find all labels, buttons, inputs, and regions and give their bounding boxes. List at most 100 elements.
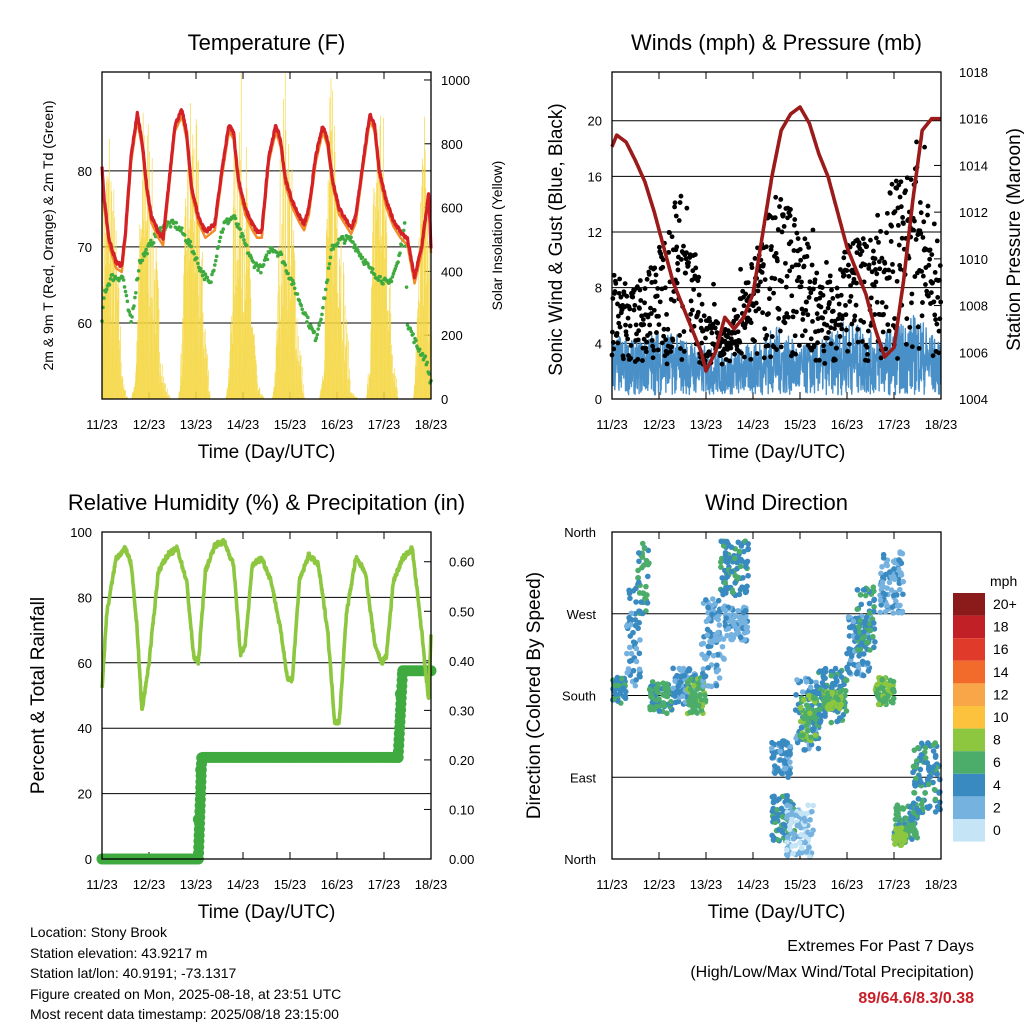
gust-point <box>677 218 682 223</box>
gust-point <box>866 358 871 363</box>
gust-point <box>800 333 805 338</box>
gust-point <box>838 322 843 327</box>
direction-point <box>660 680 666 686</box>
y-tick-label: 80 <box>78 164 92 179</box>
gust-point <box>778 197 783 202</box>
direction-point <box>862 587 868 593</box>
gust-point <box>796 236 801 241</box>
gust-point <box>722 351 727 356</box>
dewpoint-point <box>327 266 331 270</box>
gust-point <box>650 338 655 343</box>
x-tick-label: 16/23 <box>321 417 354 432</box>
direction-point <box>785 834 791 840</box>
gust-point <box>930 280 935 285</box>
gust-point <box>904 342 909 347</box>
direction-point <box>707 639 713 645</box>
gust-point <box>876 240 881 245</box>
direction-point <box>640 541 646 547</box>
gust-point <box>805 312 810 317</box>
y-right-tick-label: 0.20 <box>449 753 474 768</box>
gust-point <box>834 346 839 351</box>
direction-point <box>714 683 720 689</box>
direction-point <box>633 623 639 629</box>
gust-point <box>627 307 632 312</box>
direction-point <box>867 601 873 607</box>
gust-point <box>811 228 816 233</box>
gust-point <box>677 333 682 338</box>
direction-point <box>937 799 943 805</box>
direction-point <box>678 674 684 680</box>
gust-point <box>758 279 763 284</box>
solar-trace <box>302 367 303 399</box>
y-axis-label: 2m & 9m T (Red, Orange) & 2m Td (Green) <box>40 101 56 371</box>
y-tick-label: North <box>564 852 596 867</box>
dewpoint-point <box>286 272 290 276</box>
location-text: Location: Stony Brook <box>30 922 341 943</box>
direction-point <box>624 670 630 676</box>
direction-point <box>890 610 896 616</box>
dewpoint-point <box>292 282 296 286</box>
direction-point <box>784 793 790 799</box>
gust-point <box>927 257 932 262</box>
gust-point <box>738 267 743 272</box>
winds-pressure-panel: Winds (mph) & Pressure (mb)Time (Day/UTC… <box>546 30 1024 463</box>
dewpoint-point <box>217 245 221 249</box>
gust-point <box>788 213 793 218</box>
x-tick-label: 16/23 <box>831 417 864 432</box>
gust-point <box>777 204 782 209</box>
gust-point <box>616 341 621 346</box>
dewpoint-point <box>129 320 133 324</box>
gust-point <box>929 290 934 295</box>
x-tick-label: 16/23 <box>831 877 864 892</box>
dewpoint-point <box>298 299 302 303</box>
gust-point <box>910 344 915 349</box>
direction-point <box>871 620 877 626</box>
direction-point <box>705 644 711 650</box>
gust-point <box>819 305 824 310</box>
colorbar-swatch <box>953 819 985 842</box>
direction-point <box>934 771 940 777</box>
gust-point <box>754 301 759 306</box>
direction-point <box>627 658 633 664</box>
gust-point <box>813 277 818 282</box>
dewpoint-point <box>219 236 223 240</box>
gust-point <box>799 284 804 289</box>
gust-point <box>805 254 810 259</box>
direction-point <box>726 626 732 632</box>
gust-point <box>802 236 807 241</box>
y-tick-label: 0 <box>595 392 602 407</box>
colorbar-label: 20+ <box>993 596 1017 612</box>
y-right-tick-label: 1008 <box>959 299 988 314</box>
direction-point <box>668 699 674 705</box>
direction-point <box>715 630 721 636</box>
gust-point <box>846 274 851 279</box>
gust-point <box>849 294 854 299</box>
dewpoint-point <box>317 323 321 327</box>
direction-point <box>793 692 799 698</box>
colorbar-swatch <box>953 706 985 729</box>
dewpoint-point <box>378 275 382 279</box>
direction-point <box>679 668 685 674</box>
gust-point <box>652 308 657 313</box>
gust-point <box>613 289 618 294</box>
gust-point <box>877 266 882 271</box>
gust-point <box>887 275 892 280</box>
direction-point <box>891 834 897 840</box>
y-right-tick-label: 200 <box>441 328 463 343</box>
direction-point <box>872 639 878 645</box>
direction-point <box>832 682 838 688</box>
gust-point <box>864 244 869 249</box>
direction-point <box>626 615 632 621</box>
dewpoint-point <box>125 294 129 298</box>
gust-point <box>838 334 843 339</box>
direction-point <box>769 746 775 752</box>
direction-point <box>648 694 654 700</box>
gust-point <box>919 269 924 274</box>
gust-point <box>798 258 803 263</box>
direction-point <box>854 606 860 612</box>
colorbar-title: mph <box>990 573 1017 589</box>
gust-point <box>628 324 633 329</box>
gust-point <box>854 281 859 286</box>
direction-point <box>860 659 866 665</box>
gust-point <box>720 362 725 367</box>
